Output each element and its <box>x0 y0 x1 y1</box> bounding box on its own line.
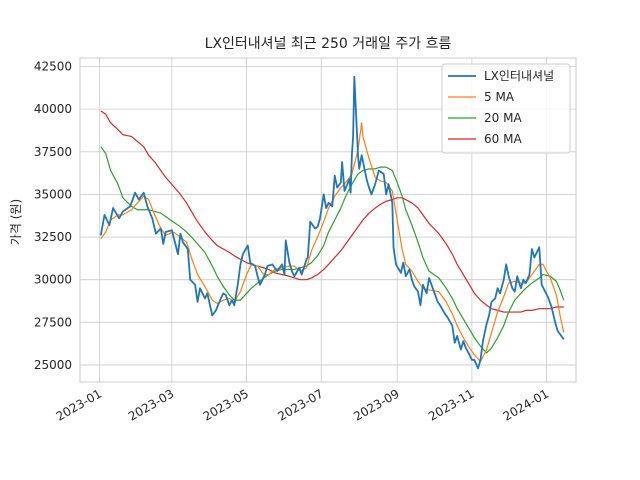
series-lines <box>99 75 565 370</box>
y-axis-ticks: 25000 27500 30000 32500 35000 37500 40000 42500 <box>34 60 72 372</box>
y-tick-label: 25000 <box>34 358 72 372</box>
y-tick-label: 40000 <box>34 102 72 116</box>
x-tick-label: 2023-09 <box>351 386 401 423</box>
x-tick-label: 2023-07 <box>275 386 325 423</box>
legend-label-0: LX인터내셔널 <box>484 69 554 83</box>
legend: LX인터내셔널 5 MA 20 MA 60 MA <box>441 63 571 154</box>
legend-label-3: 60 MA <box>484 132 522 146</box>
series-line-2 <box>100 146 565 354</box>
legend-label-2: 20 MA <box>484 111 522 125</box>
y-tick-label: 37500 <box>34 145 72 159</box>
chart-title: LX인터내셔널 최근 250 거래일 주가 흐름 <box>205 36 452 52</box>
x-tick-label: 2023-11 <box>426 386 476 423</box>
legend-label-1: 5 MA <box>484 90 515 104</box>
y-axis-label: 가격 (원) <box>9 199 23 245</box>
series-line-0 <box>99 75 565 370</box>
y-tick-label: 32500 <box>34 230 72 244</box>
x-tick-label: 2024-01 <box>501 386 551 423</box>
x-tick-label: 2023-05 <box>201 386 251 423</box>
series-line-1 <box>100 122 565 363</box>
y-tick-label: 35000 <box>34 187 72 201</box>
plot-area-frame <box>79 57 577 383</box>
legend-box <box>441 63 571 154</box>
x-tick-label: 2023-03 <box>126 386 176 423</box>
y-tick-label: 42500 <box>34 60 72 74</box>
y-tick-label: 27500 <box>34 315 72 329</box>
x-axis-ticks: 2023-01 2023-03 2023-05 2023-07 2023-09 2023-… <box>54 386 551 423</box>
x-tick-label: 2023-01 <box>54 386 104 423</box>
y-tick-label: 30000 <box>34 273 72 287</box>
